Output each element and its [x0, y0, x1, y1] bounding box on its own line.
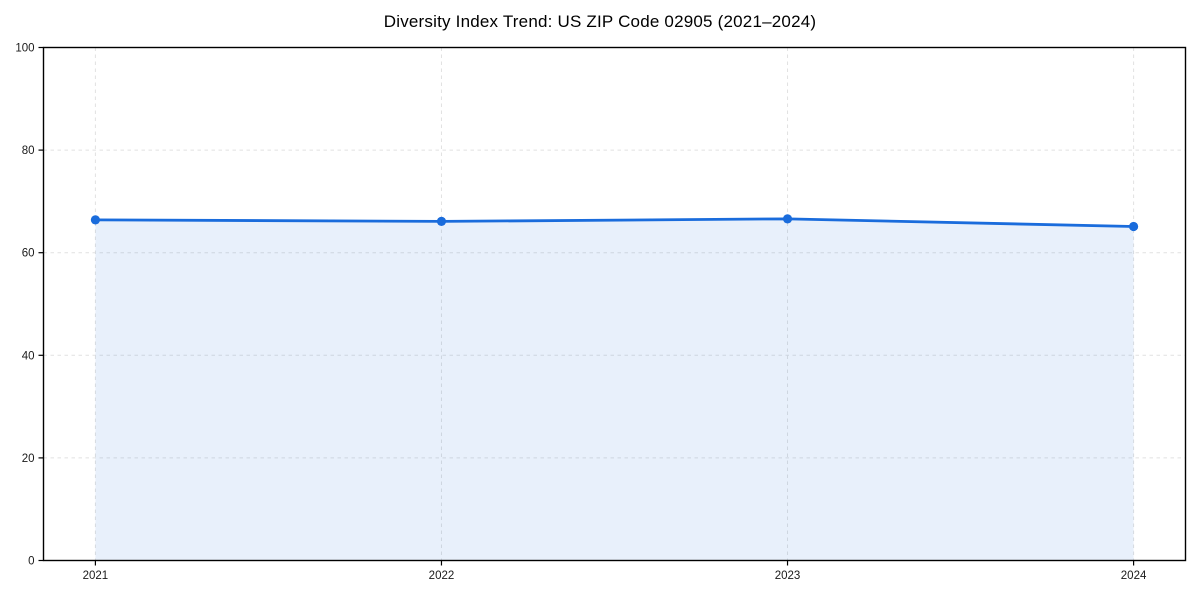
y-tick-label: 20	[22, 453, 35, 465]
y-tick-label: 100	[15, 43, 34, 55]
x-tick-label: 2024	[1121, 570, 1147, 582]
axes: 0 20 40 60 80 100 2021 2022 2023 2024	[15, 43, 1187, 582]
x-tick-label: 2022	[429, 570, 455, 582]
y-tick-label: 60	[22, 248, 35, 260]
series-area	[90, 214, 1139, 561]
data-point-marker	[782, 214, 793, 224]
y-tick-label: 40	[22, 350, 35, 362]
data-point-marker	[1128, 221, 1139, 232]
area-fill	[95, 218, 1134, 561]
x-tick-label: 2021	[83, 570, 109, 582]
data-point-marker	[436, 216, 447, 227]
chart-title: Diversity Index Trend: US ZIP Code 02905…	[383, 12, 817, 31]
trend-line	[95, 217, 1134, 228]
y-tick-label: 0	[28, 556, 34, 568]
data-point-marker	[90, 215, 101, 225]
grid	[43, 47, 1186, 561]
y-tick-label: 80	[22, 145, 35, 157]
x-tick-label: 2023	[775, 570, 801, 582]
plot-border	[42, 46, 1187, 562]
